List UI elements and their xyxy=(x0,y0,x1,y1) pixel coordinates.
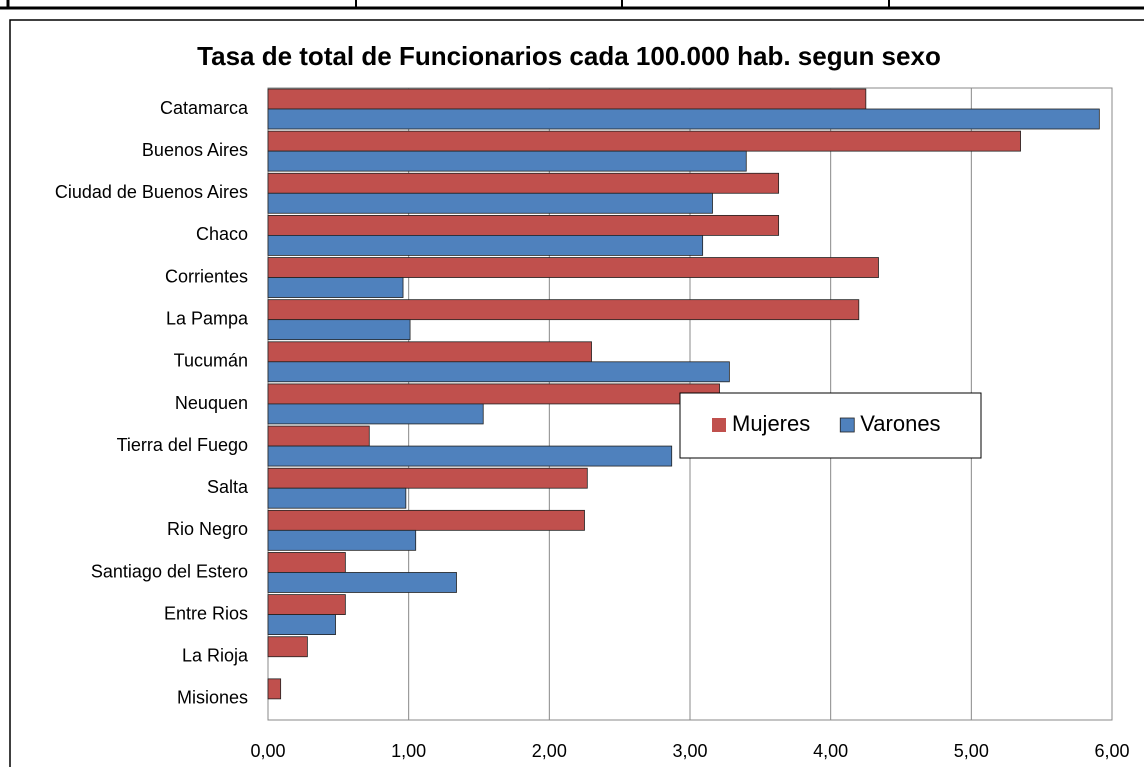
bar xyxy=(267,383,720,405)
y-tick-label: Corrientes xyxy=(165,266,248,286)
bar xyxy=(267,487,407,509)
x-tick-label: 2,00 xyxy=(532,741,567,761)
y-tick-label: Rio Negro xyxy=(167,519,248,539)
legend-label: Varones xyxy=(860,411,940,436)
bar xyxy=(267,319,411,341)
bar xyxy=(267,678,282,700)
bar xyxy=(267,614,336,635)
x-tick-label: 1,00 xyxy=(391,741,426,761)
y-tick-label: Santiago del Estero xyxy=(91,561,248,581)
y-tick-label: Neuquen xyxy=(175,393,248,413)
x-tick-label: 5,00 xyxy=(954,741,989,761)
legend-box xyxy=(679,392,982,459)
bar xyxy=(267,361,730,383)
legend-swatch xyxy=(712,418,726,432)
bar xyxy=(267,150,747,172)
y-tick-label: Buenos Aires xyxy=(142,140,248,160)
bar xyxy=(267,445,673,467)
bar xyxy=(267,403,484,425)
bar xyxy=(267,88,867,110)
bar xyxy=(267,108,1100,130)
x-tick-label: 3,00 xyxy=(672,741,707,761)
y-tick-label: La Pampa xyxy=(166,308,249,328)
y-tick-label: Entre Rios xyxy=(164,603,248,623)
y-tick-label: Ciudad de Buenos Aires xyxy=(55,182,248,202)
bar xyxy=(267,130,1021,152)
bar xyxy=(267,529,417,551)
bar xyxy=(267,552,346,573)
y-tick-label: Misiones xyxy=(177,688,248,708)
bar xyxy=(267,234,704,256)
bar xyxy=(267,192,713,214)
bar xyxy=(267,214,780,236)
y-tick-label: Tierra del Fuego xyxy=(117,435,248,455)
y-tick-label: Salta xyxy=(207,477,249,497)
x-tick-label: 0,00 xyxy=(250,741,285,761)
y-tick-label: Tucumán xyxy=(174,351,248,371)
bar xyxy=(267,572,457,593)
bar xyxy=(267,425,370,447)
bar xyxy=(267,467,588,489)
table-strip xyxy=(0,0,1144,10)
x-tick-label: 6,00 xyxy=(1094,741,1129,761)
legend-swatch xyxy=(839,417,855,433)
bar xyxy=(267,341,592,363)
bar xyxy=(267,172,780,194)
bar xyxy=(267,509,585,531)
x-tick-label: 4,00 xyxy=(813,741,848,761)
bar xyxy=(267,299,860,321)
bar xyxy=(267,594,346,615)
chart-title: Tasa de total de Funcionarios cada 100.0… xyxy=(197,41,941,71)
y-tick-label: Catamarca xyxy=(160,98,249,118)
bar xyxy=(267,257,879,278)
legend-label: Mujeres xyxy=(732,411,810,436)
y-tick-label: La Rioja xyxy=(182,646,249,666)
bar xyxy=(267,277,404,298)
y-tick-label: Chaco xyxy=(196,224,248,244)
bar xyxy=(267,636,308,658)
